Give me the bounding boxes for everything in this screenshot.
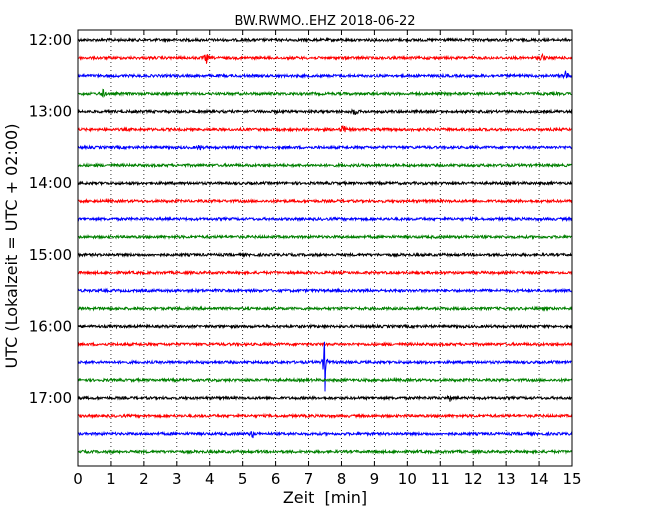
chart-title: BW.RWMO..EHZ 2018-06-22 [234, 14, 415, 29]
seismic-trace [77, 70, 573, 80]
x-tick-label: 1 [106, 470, 116, 488]
y-axis-label: UTC (Lokalzeit = UTC + 02:00) [2, 124, 21, 369]
x-tick-label: 4 [205, 470, 215, 488]
seismic-trace [77, 162, 573, 169]
x-tick-label: 15 [562, 470, 581, 488]
y-tick-label: 12:00 [29, 31, 72, 49]
seismic-trace [77, 179, 573, 187]
x-tick-label: 13 [497, 470, 516, 488]
x-tick-label: 12 [464, 470, 483, 488]
x-tick-label: 14 [530, 470, 549, 488]
seismic-trace [77, 197, 573, 205]
y-axis: 12:00 13:00 14:00 15:00 16:00 17:00 [29, 31, 572, 407]
x-axis: 0 1 2 3 4 5 6 7 8 9 10 11 12 13 14 15 [73, 30, 582, 488]
x-tick-label: 2 [139, 470, 149, 488]
seismic-trace [77, 108, 573, 116]
plot-frame [77, 29, 573, 467]
trace-group [77, 36, 573, 455]
seismic-trace [77, 36, 573, 44]
seismic-trace [77, 430, 573, 439]
seismic-trace [77, 215, 573, 223]
seismic-trace [77, 52, 573, 64]
seismic-trace [77, 88, 573, 99]
y-tick-label: 13:00 [29, 103, 72, 121]
x-tick-label: 11 [431, 470, 450, 488]
y-tick-label: 17:00 [29, 389, 72, 407]
seismic-trace [77, 376, 573, 384]
seismic-trace [77, 341, 573, 392]
seismic-trace [77, 144, 573, 151]
x-axis-label: Zeit [min] [283, 488, 367, 507]
y-tick-label: 16:00 [29, 317, 72, 335]
seismic-trace [77, 323, 573, 330]
seismic-trace [77, 269, 573, 276]
x-tick-label: 8 [337, 470, 347, 488]
x-tick-label: 3 [172, 470, 182, 488]
x-tick-label: 0 [73, 470, 83, 488]
seismic-trace [77, 233, 573, 241]
seismic-trace [77, 251, 573, 259]
y-tick-label: 14:00 [29, 174, 72, 192]
x-tick-label: 10 [398, 470, 417, 488]
y-tick-label: 15:00 [29, 246, 72, 264]
x-tick-label: 9 [370, 470, 380, 488]
x-tick-label: 6 [271, 470, 281, 488]
x-tick-label: 5 [238, 470, 248, 488]
seismic-trace [77, 448, 573, 455]
x-tick-label: 7 [304, 470, 314, 488]
seismic-trace [77, 125, 573, 133]
seismic-trace [77, 412, 573, 420]
seismic-trace [77, 287, 573, 294]
seismic-trace [77, 305, 573, 312]
vertical-grid [110, 30, 540, 466]
seismic-trace [77, 394, 573, 402]
